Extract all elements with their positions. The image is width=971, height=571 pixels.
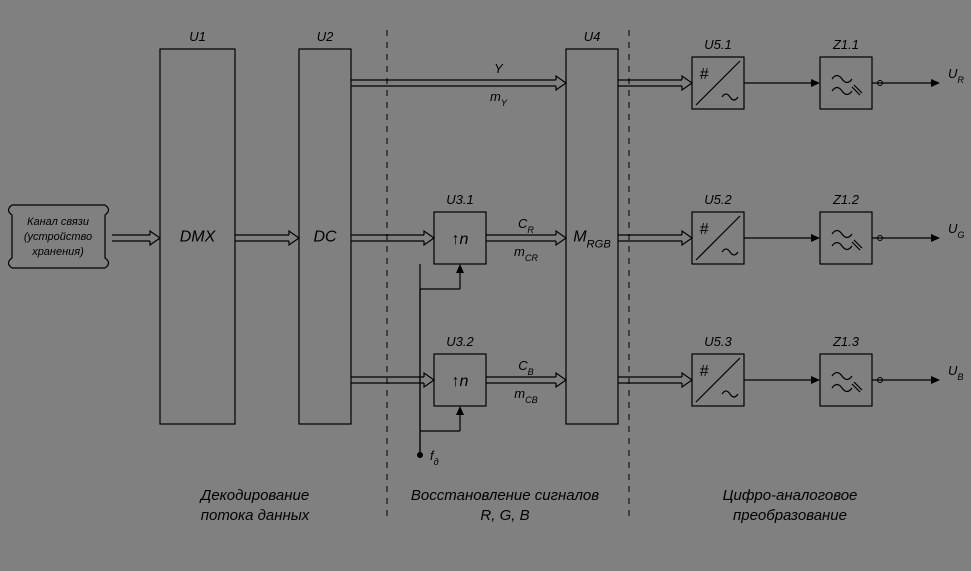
svg-text:MRGB: MRGB (573, 229, 611, 251)
section-2-caption: Восстановление сигналов R, G, B (411, 487, 599, 524)
svg-text:U5.2: U5.2 (704, 192, 732, 207)
svg-text:U3.1: U3.1 (446, 192, 473, 207)
svg-text:#: # (700, 221, 710, 238)
svg-text:U1: U1 (189, 29, 206, 44)
svg-text:потока данных: потока данных (201, 507, 310, 524)
svg-text:преобразование: преобразование (733, 507, 847, 524)
svg-text:U3.2: U3.2 (446, 334, 474, 349)
block-diagram: Канал связи (устройство хранения) U1 DMX U… (0, 0, 971, 566)
svg-text:CR: CR (518, 216, 534, 235)
svg-text:mY: mY (490, 89, 508, 108)
svg-text:Y: Y (494, 61, 504, 76)
z11-block (820, 57, 872, 109)
svg-text:Декодирование: Декодирование (199, 487, 309, 504)
svg-text:UG: UG (948, 221, 964, 240)
svg-text:#: # (700, 363, 710, 380)
svg-text:fд: fд (430, 448, 439, 467)
input-line3: хранения) (31, 246, 84, 258)
z12-block (820, 212, 872, 264)
svg-text:UR: UR (948, 66, 964, 85)
svg-text:↑n: ↑n (452, 231, 469, 248)
svg-text:Цифро-аналоговое: Цифро-аналоговое (723, 487, 858, 504)
svg-text:Z1.2: Z1.2 (832, 192, 860, 207)
section-1-caption: Декодирование потока данных (199, 487, 310, 524)
z13-block (820, 354, 872, 406)
svg-text:#: # (700, 66, 710, 83)
section-3-caption: Цифро-аналоговое преобразование (723, 487, 858, 524)
input-line1: Канал связи (27, 216, 89, 228)
input-line2: (устройство (24, 231, 92, 243)
svg-text:Восстановление сигналов: Восстановление сигналов (411, 487, 599, 504)
svg-text:DMX: DMX (180, 229, 217, 246)
svg-text:UB: UB (948, 363, 963, 382)
svg-text:U5.1: U5.1 (704, 37, 731, 52)
svg-text:Z1.1: Z1.1 (832, 37, 859, 52)
svg-text:R, G, B: R, G, B (480, 507, 529, 524)
svg-text:↑n: ↑n (452, 373, 469, 390)
svg-text:mCB: mCB (514, 386, 537, 405)
svg-text:U4: U4 (584, 29, 601, 44)
svg-text:DC: DC (313, 229, 337, 246)
input-source: Канал связи (устройство хранения) (9, 205, 109, 268)
svg-text:mCR: mCR (514, 244, 538, 263)
svg-text:CB: CB (518, 358, 533, 377)
svg-text:Z1.3: Z1.3 (832, 334, 860, 349)
svg-text:U5.3: U5.3 (704, 334, 732, 349)
svg-text:U2: U2 (317, 29, 334, 44)
